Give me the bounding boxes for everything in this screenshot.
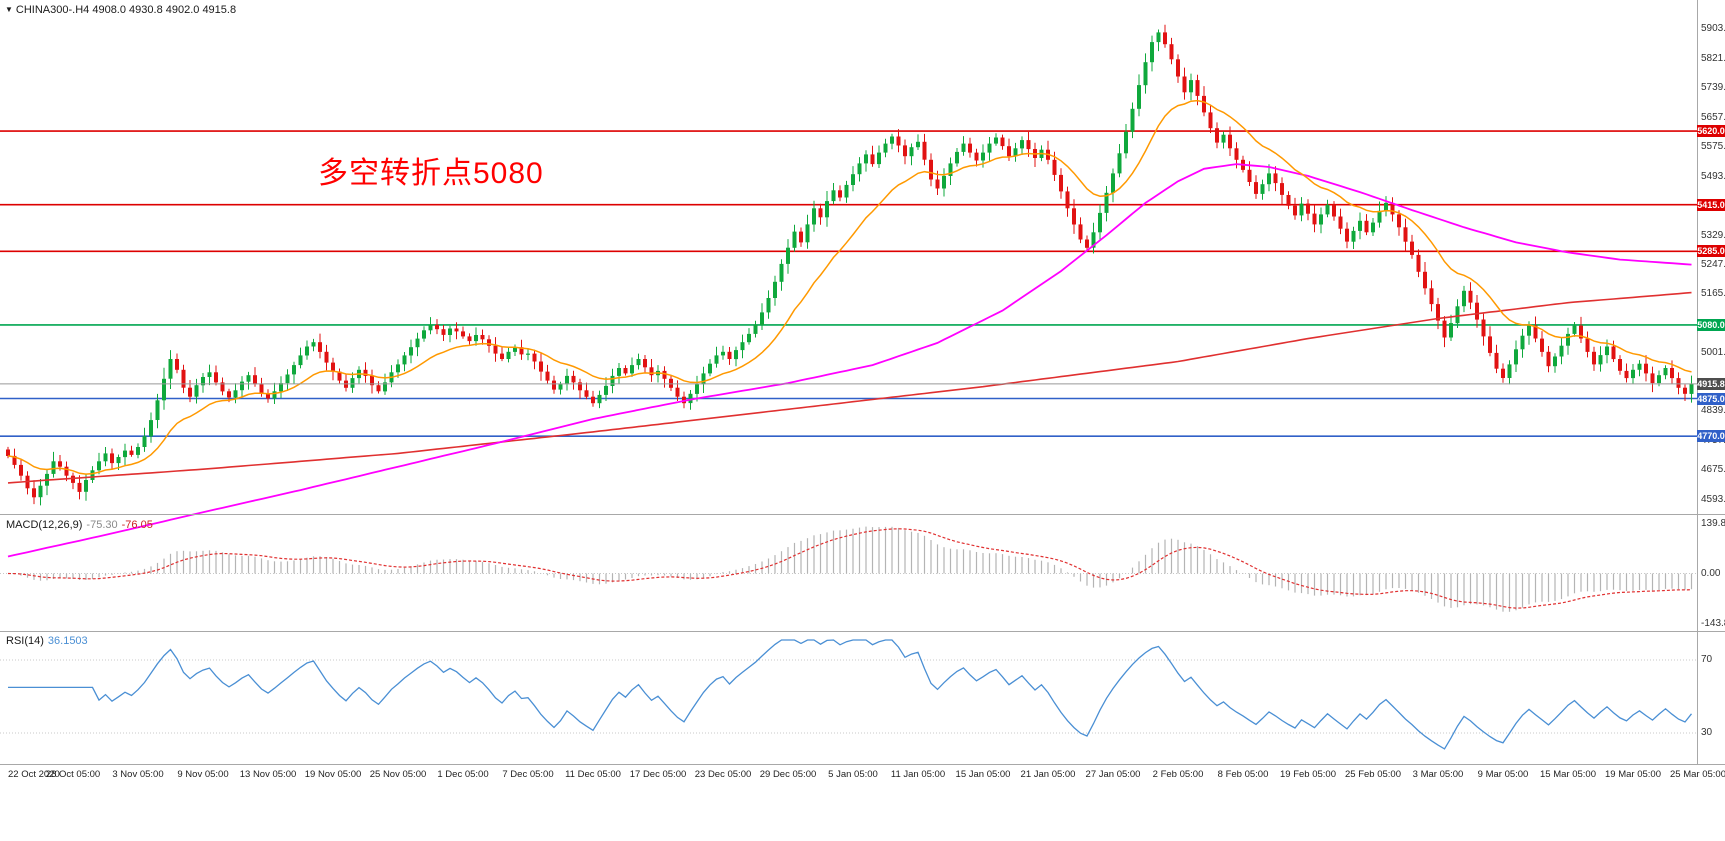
macd-value-main: -75.30 xyxy=(86,519,118,531)
ma-mid-line[interactable] xyxy=(7,163,1692,558)
rsi-value: 36.1503 xyxy=(47,635,88,647)
rsi-line xyxy=(8,639,1693,750)
macd-value-signal: -76.05 xyxy=(121,519,153,531)
macd-histogram xyxy=(13,526,1693,612)
ma-slow-line[interactable] xyxy=(7,291,1692,484)
rsi-name: RSI(14) xyxy=(6,635,44,647)
candlesticks[interactable] xyxy=(6,24,1694,506)
ma-fast-line[interactable] xyxy=(7,99,1692,475)
macd-label: MACD(12,26,9) -75.30 -76.05 xyxy=(6,519,153,531)
rsi-label: RSI(14) 36.1503 xyxy=(6,635,88,647)
chart-header: ▼ CHINA300-.H4 4908.0 4930.8 4902.0 4915.… xyxy=(5,4,236,16)
macd-signal-line xyxy=(7,528,1692,609)
annotation-text[interactable]: 多空转折点5080 xyxy=(318,157,544,190)
symbol-marker-icon: ▼ xyxy=(5,5,13,14)
macd-name: MACD(12,26,9) xyxy=(6,519,83,531)
symbol-ohlc-label: CHINA300-.H4 4908.0 4930.8 4902.0 4915.8 xyxy=(15,4,237,16)
